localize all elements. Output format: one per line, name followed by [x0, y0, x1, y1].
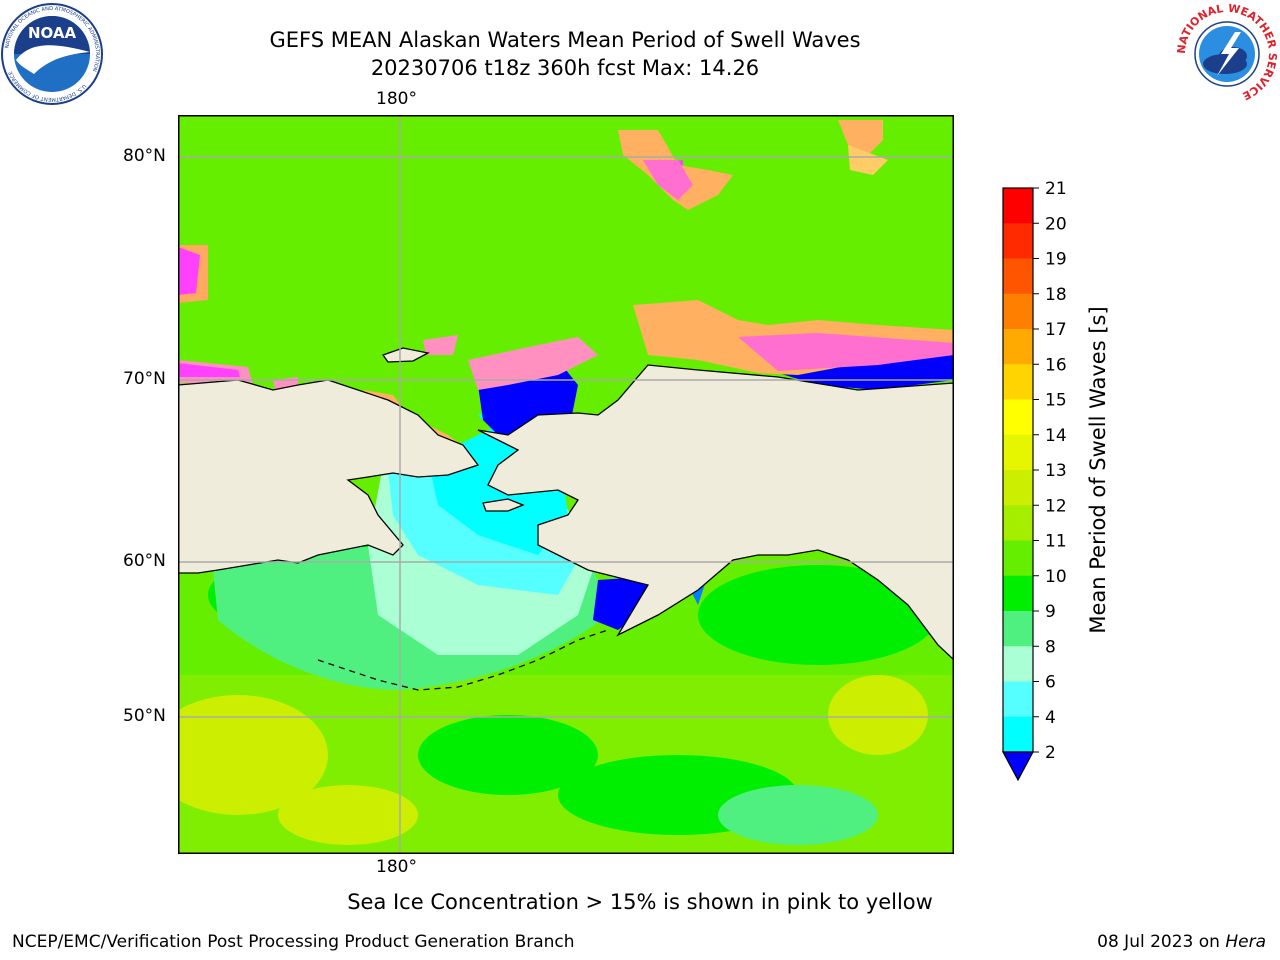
colorbar-band: [1003, 575, 1033, 612]
footer-credit: NCEP/EMC/Verification Post Processing Pr…: [12, 932, 575, 952]
colorbar-band: [1003, 611, 1033, 647]
lon-label-bottom: 180°: [376, 857, 417, 877]
colorbar-tick-label: 20: [1045, 214, 1067, 234]
colorbar-tick-label: 13: [1045, 461, 1067, 481]
colorbar-tick-label: 15: [1045, 391, 1067, 411]
graticule: [178, 115, 954, 854]
map-panel: [178, 115, 954, 854]
colorbar-ticks: 21 20 19 18 17 16 15 14 13 12 11 10 9 8 6 4 2: [1033, 180, 1067, 763]
footer-host: Hera: [1225, 932, 1266, 952]
colorbar-band: [1003, 681, 1033, 718]
colorbar-tick-label: 17: [1045, 320, 1067, 340]
footer-datestamp: 08 Jul 2023 on Hera: [1097, 932, 1266, 952]
colorbar: 21 20 19 18 17 16 15 14 13 12 11 10 9 8 6 4 2 Mean Perio…: [1001, 180, 1110, 782]
colorbar-tick-label: 21: [1045, 180, 1067, 199]
colorbar-tick-label: 11: [1045, 532, 1067, 552]
lat-label-70n: 70°N: [123, 369, 166, 389]
colorbar-band: [1003, 293, 1033, 330]
colorbar-band: [1003, 329, 1033, 365]
noaa-logo: NOAA NATIONAL OCEANIC AND ATMOSPHERIC AD…: [1, 3, 103, 105]
colorbar-tick-label: 16: [1045, 355, 1067, 375]
colorbar-band: [1003, 258, 1033, 295]
colorbar-band: [1003, 223, 1033, 259]
map-frame: [178, 115, 954, 854]
colorbar-tick-label: 8: [1045, 637, 1056, 657]
colorbar-band: [1003, 434, 1033, 471]
lat-label-60n: 60°N: [123, 551, 166, 571]
lat-label-80n: 80°N: [123, 146, 166, 166]
nws-logo: NATIONAL WEATHER SERVICE: [1175, 2, 1279, 104]
sea-ice-note: Sea Ice Concentration > 15% is shown in …: [347, 890, 933, 914]
colorbar-underflow-triangle: [1001, 751, 1035, 782]
map-title: GEFS MEAN Alaskan Waters Mean Period of …: [0, 26, 1130, 82]
colorbar-tick-label: 12: [1045, 496, 1067, 516]
lon-label-top: 180°: [376, 89, 417, 109]
colorbar-band: [1003, 470, 1033, 506]
colorbar-band: [1003, 716, 1033, 753]
colorbar-band: [1003, 188, 1033, 224]
colorbar-tick-label: 10: [1045, 567, 1067, 587]
colorbar-bands: [1001, 187, 1035, 782]
colorbar-label: Mean Period of Swell Waves [s]: [1086, 306, 1110, 633]
colorbar-tick-label: 4: [1045, 708, 1056, 728]
colorbar-band: [1003, 540, 1033, 577]
title-line-1: GEFS MEAN Alaskan Waters Mean Period of …: [269, 28, 861, 52]
lat-label-50n: 50°N: [123, 706, 166, 726]
colorbar-band: [1003, 364, 1033, 400]
sea-ice: [178, 120, 954, 450]
colorbar-tick-label: 2: [1045, 743, 1056, 763]
colorbar-band: [1003, 399, 1033, 436]
colorbar-tick-label: 14: [1045, 426, 1067, 446]
colorbar-band: [1003, 505, 1033, 541]
colorbar-tick-label: 19: [1045, 250, 1067, 270]
noaa-logo-text: NOAA: [28, 24, 77, 42]
footer-date: 08 Jul 2023 on: [1097, 932, 1226, 952]
title-line-2: 20230706 t18z 360h fcst Max: 14.26: [370, 56, 760, 80]
colorbar-tick-label: 9: [1045, 602, 1056, 622]
colorbar-tick-label: 18: [1045, 285, 1067, 305]
land: [178, 347, 954, 691]
colorbar-band: [1003, 646, 1033, 682]
colorbar-tick-label: 6: [1045, 673, 1056, 693]
